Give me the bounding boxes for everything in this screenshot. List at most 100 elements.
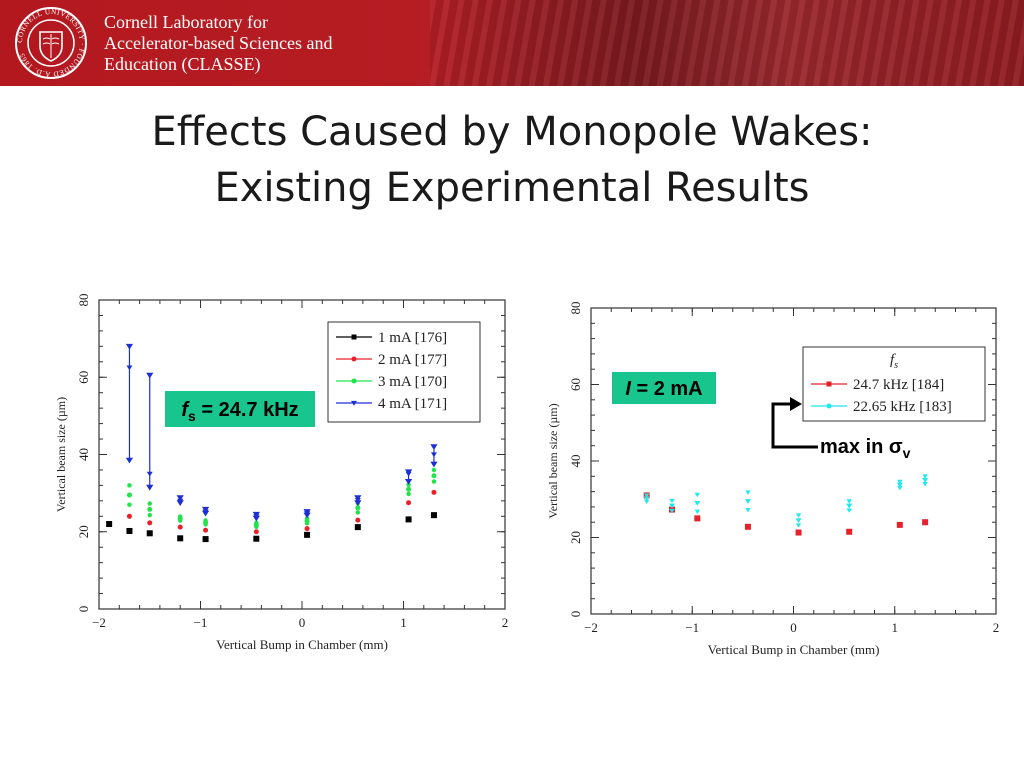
data-point-high [846,499,852,504]
data-point [126,527,133,534]
y-axis-label: Vertical beam size (µm) [546,403,560,518]
x-tick-label: 1 [400,615,407,630]
data-point [354,524,361,531]
legend-marker [826,381,832,387]
data-point [177,535,184,542]
annotation-text: I = 2 mA [625,378,702,400]
data-point-low [430,461,438,468]
legend-marker [351,334,357,340]
y-tick-label: 0 [76,606,91,613]
data-point [177,498,184,504]
data-point [694,515,701,522]
data-point [253,522,259,528]
data-point-low [795,523,802,528]
header-banner: CORNELL UNIVERSITY · FOUNDED A.D. 1865 C… [0,0,1024,86]
org-line-2: Accelerator-based Sciences and [104,33,333,53]
series-2 [126,467,437,529]
data-point [177,524,183,530]
data-point [405,516,412,523]
x-tick-label: −1 [685,620,699,635]
data-point [203,527,209,533]
data-point [669,503,675,509]
data-point [643,496,650,502]
data-point [147,520,153,526]
data-point-high [669,498,675,504]
data-point [431,473,437,479]
legend-title: fs [890,352,898,371]
y-tick-label: 40 [76,448,91,461]
data-point-high [146,372,154,379]
data-point-low [146,484,154,491]
organization-name: Cornell Laboratory for Accelerator-based… [104,12,424,75]
data-point-high [431,467,437,473]
data-point [147,506,153,512]
data-point [355,517,361,523]
y-tick-label: 80 [76,294,91,307]
data-point [203,519,209,525]
data-point-low [669,508,675,514]
y-tick-label: 20 [76,525,91,538]
legend-marker [826,403,832,409]
data-point [846,528,853,535]
data-point [355,505,361,511]
x-tick-label: −1 [194,615,208,630]
y-tick-label: 80 [568,302,583,315]
legend-label: 24.7 kHz [184] [853,377,944,393]
data-point-low [355,510,361,515]
data-point [253,535,260,542]
data-point [126,492,132,498]
data-point-high [922,474,928,479]
data-point-high [147,501,152,506]
data-point-low [127,502,132,507]
data-point [406,500,412,506]
series-1 [643,474,929,528]
data-point [896,482,903,488]
x-tick-label: 2 [502,615,509,630]
data-point-high [745,490,751,495]
data-point-low [846,508,852,513]
x-tick-label: 1 [892,620,899,635]
slide-title-line-2: Existing Experimental Results [214,165,810,211]
data-point [896,521,903,528]
data-point [106,521,113,528]
x-tick-label: −2 [92,615,106,630]
data-point [922,519,929,526]
data-point [253,514,260,519]
y-axis-label: Vertical beam size (µm) [54,397,68,512]
data-point-low [354,500,362,507]
legend-marker [351,378,357,384]
data-point-low [125,457,134,464]
data-point-high [430,444,438,451]
y-tick-label: 60 [568,378,583,391]
legend-label: 1 mA [176] [378,330,447,346]
data-point-low [406,491,411,497]
data-point [304,511,311,516]
y-tick-label: 0 [568,611,583,618]
annotation-box [165,391,315,427]
x-axis-label: Vertical Bump in Chamber (mm) [216,637,388,652]
data-point-high [643,493,650,498]
data-point-high [125,343,134,350]
annotation-box [612,372,716,404]
slide-title: Effects Caused by Monopole Wakes: Existi… [0,104,1024,216]
data-point [405,471,412,477]
series-0 [106,512,437,543]
data-point [431,489,437,495]
data-point [694,500,701,506]
legend-label: 2 mA [177] [378,352,447,368]
org-line-3: Education (CLASSE) [104,54,261,74]
legend-marker [351,356,357,362]
x-tick-label: 0 [790,620,797,635]
data-point-low [897,485,903,491]
data-point-low [745,508,751,513]
data-point-high [795,513,802,518]
data-point [795,529,802,536]
note-arrow-line [771,402,818,449]
data-point [430,452,437,458]
x-axis-label: Vertical Bump in Chamber (mm) [708,642,880,657]
legend-marker [351,400,357,406]
data-point [354,497,361,503]
annotation-text: fs = 24.7 kHz [181,399,298,424]
accelerator-photo-strip [430,0,1024,86]
